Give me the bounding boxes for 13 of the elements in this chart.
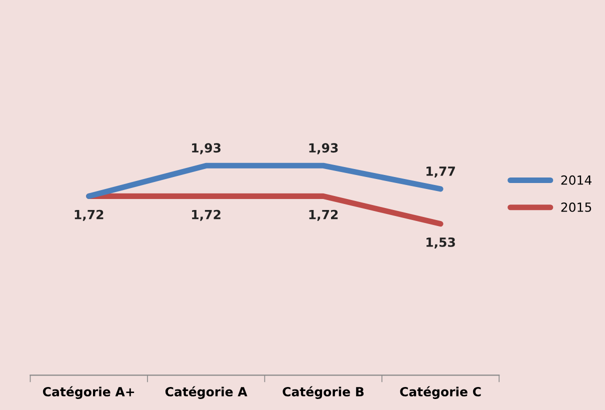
legend-label: 2014 — [561, 175, 592, 185]
data-label: 1,93 — [192, 143, 221, 154]
data-label: 1,72 — [192, 210, 220, 221]
data-label: 1,72 — [74, 210, 104, 221]
x-tick-label: Catégorie B — [282, 386, 364, 399]
x-tick-label: Catégorie C — [400, 386, 481, 399]
data-label: 1,53 — [426, 237, 455, 249]
data-label: 1,72 — [309, 210, 338, 221]
x-tick-label: Catégorie A+ — [42, 386, 134, 399]
data-label: 1,77 — [426, 166, 455, 178]
x-tick-label: Catégorie A — [165, 386, 248, 399]
legend-label: 2015 — [561, 202, 592, 212]
data-label: 1,93 — [309, 143, 338, 154]
